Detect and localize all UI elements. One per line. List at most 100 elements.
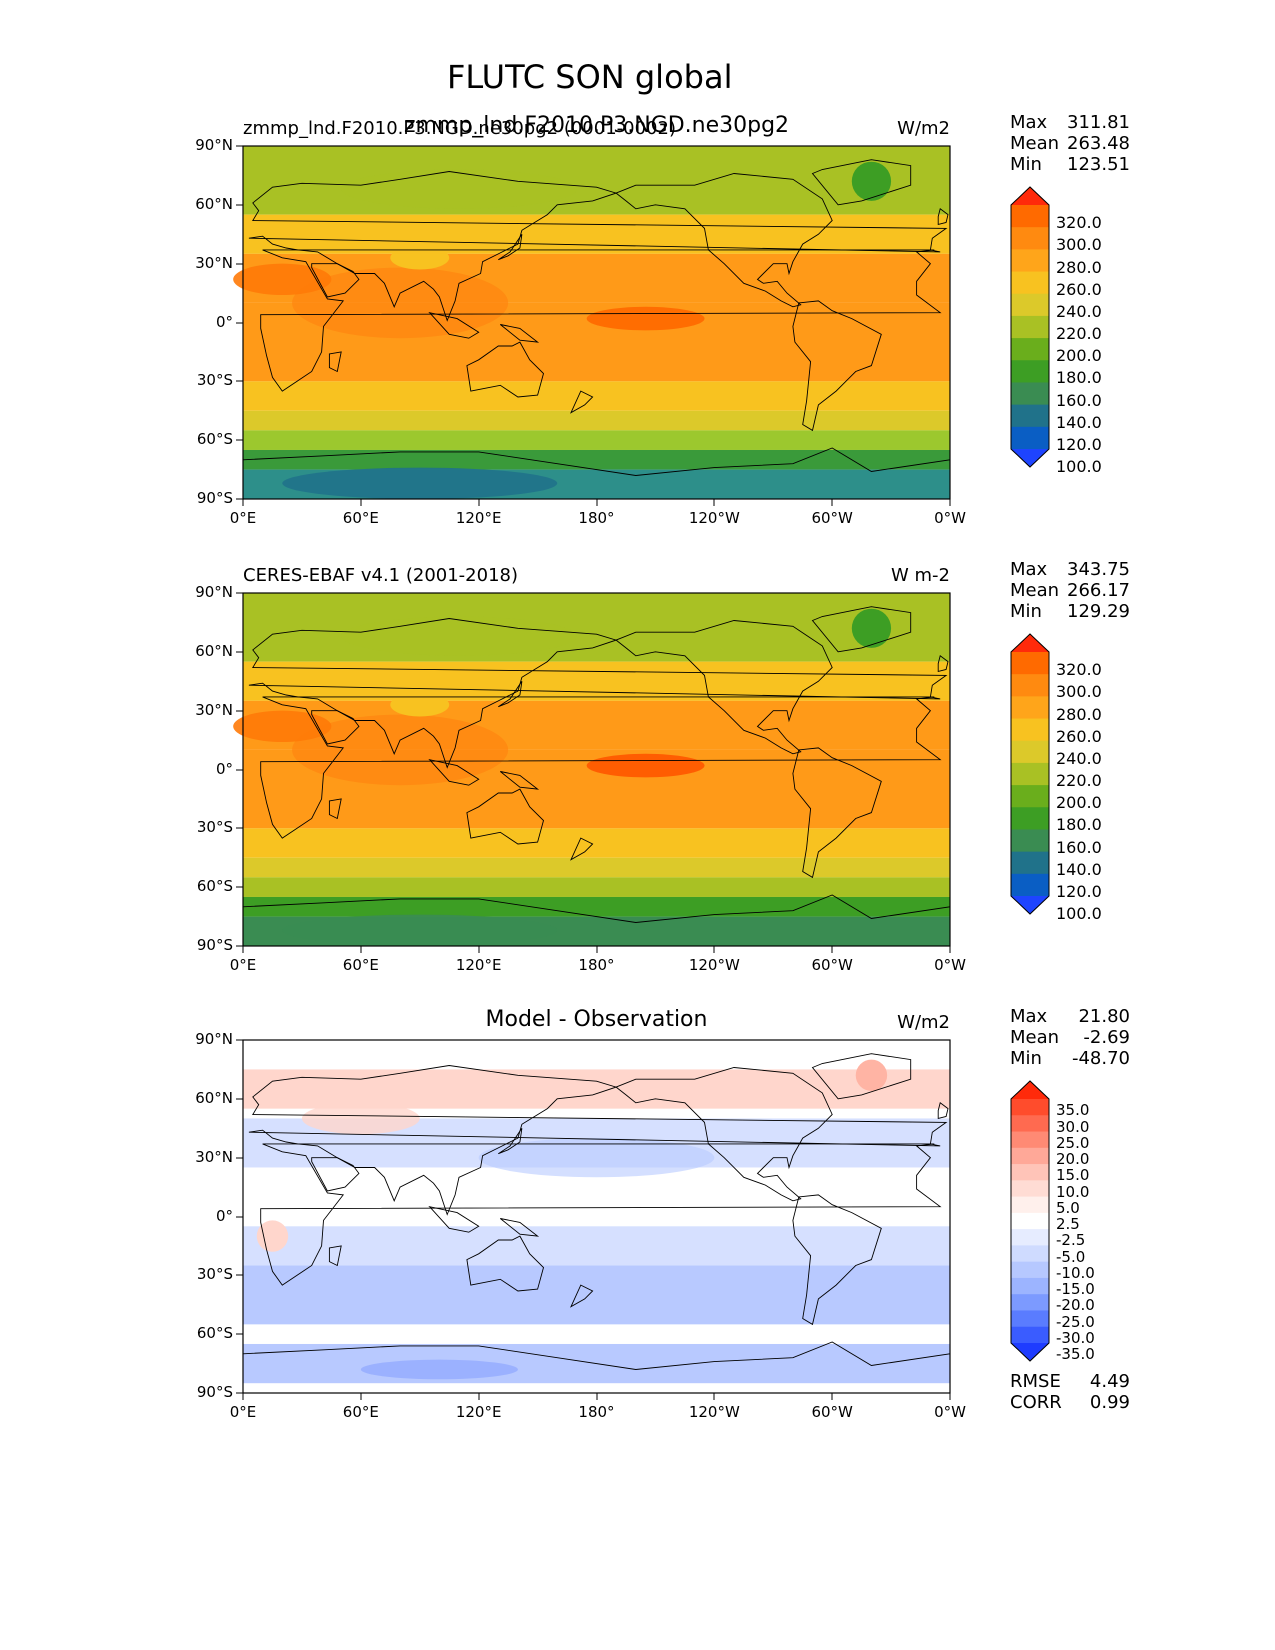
lat-tick-label: 60°N: [195, 194, 233, 213]
colorbar-swatch: [1011, 1180, 1049, 1198]
coastline: [615, 1067, 833, 1202]
coastline: [811, 606, 912, 653]
region-asia-pos: [301, 1102, 420, 1135]
lat-tick-label: 30°S: [196, 1265, 233, 1284]
stat-mean-value: 266.17: [1067, 580, 1130, 601]
colorbar-swatch: [1011, 718, 1049, 742]
map-plot: [233, 145, 951, 500]
lon-tick-label: 60°E: [342, 956, 379, 974]
lat-tick-mark: [236, 945, 243, 947]
lat-tick-mark: [236, 827, 243, 829]
colorbar-level-label: 160.0: [1056, 837, 1102, 857]
colorbar-swatch: [1011, 762, 1049, 786]
panel-units: W/m2: [897, 118, 950, 139]
colorbar-level-label: 280.0: [1056, 704, 1102, 724]
colorbar-extend-max: [1011, 634, 1049, 652]
lon-tick-label: 60°W: [811, 509, 853, 527]
region-warm-pool: [292, 267, 509, 339]
colorbar-level-label: 2.5: [1056, 1215, 1080, 1234]
lat-tick-mark: [236, 498, 243, 500]
rmse-value: 4.49: [1089, 1371, 1130, 1392]
colorbar-level-label: 300.0: [1056, 235, 1102, 255]
region-warm-pool: [292, 714, 509, 786]
colorbar-level-label: 260.0: [1056, 726, 1102, 746]
coastline: [570, 837, 594, 861]
coastline: [466, 788, 545, 845]
lon-tick-label: 120°W: [688, 956, 740, 974]
stat-mean-value: -2.69: [1083, 1027, 1130, 1048]
coastline: [498, 1128, 523, 1155]
lat-tick-label: 0°: [215, 1206, 233, 1225]
region-tibet: [390, 693, 450, 717]
lat-tick-mark: [236, 204, 243, 206]
colorbar-level-label: 15.0: [1056, 1166, 1090, 1185]
stat-mean-label: Mean: [1010, 1027, 1060, 1048]
lat-tick-label: 30°N: [195, 253, 233, 272]
corr-label: CORR: [1010, 1392, 1062, 1413]
colorbar-outline: [1010, 1080, 1050, 1362]
lat-tick-mark: [236, 1274, 243, 1276]
colorbar-swatch: [1011, 227, 1049, 250]
colorbar-swatch: [1011, 205, 1049, 228]
colorbar-level-label: 220.0: [1056, 324, 1102, 344]
stat-min-value: 129.29: [1067, 601, 1130, 622]
lon-tick-mark: [360, 946, 362, 953]
colorbar-level-label: -25.0: [1056, 1312, 1095, 1331]
coastline: [260, 696, 942, 839]
colorbar-level-label: -35.0: [1056, 1345, 1095, 1364]
lat-tick-mark: [236, 380, 243, 382]
colorbar-swatch: [1011, 1277, 1049, 1295]
band-south-ocean: [243, 896, 950, 917]
lat-tick-mark: [236, 592, 243, 594]
coastline: [615, 620, 833, 755]
panel-left-title: zmmp_lnd.F2010.P3.NGD.ne30pg2 (0001-0002…: [243, 118, 676, 139]
colorbar-swatch: [1011, 1131, 1049, 1149]
colorbar-level-label: 200.0: [1056, 793, 1102, 813]
colorbar-level-label: 220.0: [1056, 771, 1102, 791]
band-south-mid: [243, 1265, 950, 1325]
map-plot: [233, 592, 951, 947]
lat-tick-label: 60°S: [196, 877, 233, 896]
coastline: [248, 618, 948, 769]
band-south-ocean: [243, 449, 950, 470]
coastline: [428, 311, 480, 339]
colorbar-extend-max: [1011, 1081, 1049, 1099]
lon-tick-label: 120°W: [688, 509, 740, 527]
colorbar-level-label: 140.0: [1056, 412, 1102, 432]
lat-tick-label: 60°S: [196, 1324, 233, 1343]
lon-tick-label: 0°W: [934, 509, 966, 527]
lon-tick-label: 60°W: [811, 956, 853, 974]
colorbar-swatch: [1011, 249, 1049, 273]
colorbar-swatch: [1011, 1115, 1049, 1133]
colorbar-level-label: 35.0: [1056, 1101, 1090, 1120]
coastline: [466, 341, 545, 398]
coastline: [500, 324, 540, 343]
lon-tick-mark: [478, 1393, 480, 1400]
colorbar-swatch: [1011, 829, 1049, 853]
colorbar-outline: [1010, 633, 1050, 915]
colorbar-swatch: [1011, 1326, 1049, 1344]
colorbar-swatch: [1011, 1099, 1049, 1116]
colorbar-level-label: 25.0: [1056, 1133, 1090, 1152]
stat-max-label: Max: [1010, 1006, 1048, 1027]
band-south-high: [243, 1330, 950, 1344]
coastline: [311, 710, 360, 745]
colorbar-level-label: 10.0: [1056, 1182, 1090, 1201]
colorbar-swatch: [1011, 382, 1049, 406]
coastline: [248, 1065, 948, 1216]
lon-tick-mark: [478, 946, 480, 953]
lon-tick-mark: [713, 499, 715, 506]
lat-tick-label: 30°S: [196, 371, 233, 390]
lon-tick-mark: [949, 499, 951, 506]
stat-mean-label: Mean: [1010, 580, 1060, 601]
corr-value: 0.99: [1089, 1392, 1130, 1413]
colorbar-swatch: [1011, 315, 1049, 339]
band-tropics-s: [243, 1226, 950, 1266]
colorbar-swatch: [1011, 1147, 1049, 1165]
band-south-sub: [243, 828, 950, 858]
band-north-high: [243, 1069, 950, 1109]
colorbar-swatch: [1011, 873, 1049, 897]
band-north-high: [243, 593, 950, 662]
coastline: [570, 390, 594, 414]
band-south-high: [243, 877, 950, 897]
